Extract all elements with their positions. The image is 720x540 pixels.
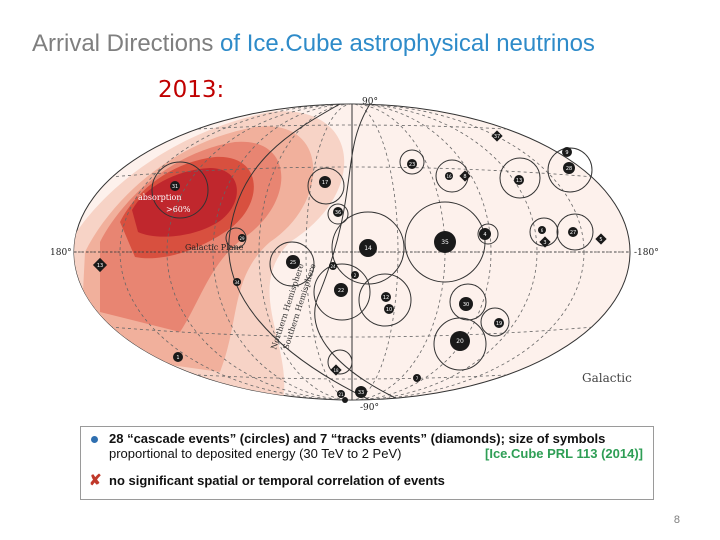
event-22: 22 <box>334 283 348 297</box>
svg-text:28: 28 <box>566 166 572 172</box>
lat-bottom-label: -90° <box>360 403 379 412</box>
lon-right-label: -180° <box>634 248 659 258</box>
svg-text:9: 9 <box>565 150 568 156</box>
event-19: 19 <box>494 318 504 328</box>
lat-top-label: 90° <box>362 97 378 107</box>
svg-text:17: 17 <box>322 180 328 186</box>
event-20: 20 <box>450 331 470 351</box>
sky-map: 9 28 37 23 16 8 13 17 31 36 29 14 35 4 6… <box>50 97 659 412</box>
event-21: 21 <box>337 390 345 398</box>
hemisphere-curve <box>228 104 401 400</box>
svg-text:4: 4 <box>483 232 486 238</box>
error-circles <box>151 147 594 375</box>
event-6: 6 <box>538 226 546 234</box>
event-17: 17 <box>319 176 331 188</box>
event-35: 35 <box>434 231 456 253</box>
event-7: 7 <box>413 374 421 382</box>
title-part-2: of Ice.Cube astrophysical neutrinos <box>220 30 595 57</box>
event-15 <box>342 397 348 403</box>
event-31: 31 <box>170 181 180 191</box>
cross-icon: ✘ <box>89 472 102 489</box>
event-36: 36 <box>333 207 343 217</box>
reference-citation: [Ice.Cube PRL 113 (2014)] <box>485 446 643 461</box>
event-34: 34 <box>233 278 241 286</box>
svg-text:37: 37 <box>494 134 500 140</box>
svg-text:24: 24 <box>330 264 336 269</box>
event-25: 25 <box>286 255 300 269</box>
svg-text:20: 20 <box>456 338 464 345</box>
svg-text:27: 27 <box>570 230 576 236</box>
svg-text:22: 22 <box>338 288 344 294</box>
event-24: 24 <box>329 262 337 270</box>
svg-text:30: 30 <box>463 302 469 308</box>
event-30: 30 <box>459 297 473 311</box>
svg-text:3: 3 <box>543 240 546 246</box>
legend-line-2: proportional to deposited energy (30 TeV… <box>109 446 402 461</box>
event-12: 12 <box>381 292 391 302</box>
event-9: 9 <box>562 147 572 157</box>
svg-text:16: 16 <box>446 174 452 179</box>
bullet-icon <box>91 436 98 443</box>
svg-text:10: 10 <box>386 307 392 313</box>
legend-box: 28 “cascade events” (circles) and 7 “tra… <box>80 426 654 500</box>
svg-text:2: 2 <box>354 273 357 278</box>
event-4: 4 <box>479 228 491 240</box>
svg-text:6: 6 <box>541 228 544 233</box>
svg-text:25: 25 <box>290 260 296 266</box>
lon-left-label: 180° <box>50 248 72 258</box>
event-37: 37 <box>491 130 503 142</box>
svg-text:33: 33 <box>358 390 364 396</box>
legend-line-1: 28 “cascade events” (circles) and 7 “tra… <box>109 431 606 446</box>
legend-line-3: no significant spatial or temporal corre… <box>109 473 445 488</box>
event-10: 10 <box>384 304 394 314</box>
page-number: 8 <box>673 514 680 526</box>
event-11: 13 <box>514 175 524 185</box>
absorption-region <box>74 111 345 400</box>
svg-text:18: 18 <box>333 368 339 373</box>
svg-text:34: 34 <box>234 280 240 285</box>
svg-text:8: 8 <box>463 174 466 180</box>
svg-text:31: 31 <box>172 184 178 190</box>
svg-text:5: 5 <box>599 237 602 243</box>
event-14: 14 <box>359 239 377 257</box>
event-1: 1 <box>173 352 183 362</box>
year-label: 2013: <box>158 77 225 103</box>
svg-text:21: 21 <box>338 392 344 397</box>
svg-text:13: 13 <box>97 263 103 269</box>
svg-text:7: 7 <box>416 376 419 381</box>
event-29: 29 <box>238 234 246 242</box>
event-16: 16 <box>445 172 453 180</box>
title-part-1: Arrival Directions <box>32 30 214 57</box>
absorption-label: absorption <box>138 193 182 202</box>
galactic-label: Galactic <box>582 371 632 385</box>
svg-text:19: 19 <box>496 321 502 327</box>
event-13: 13 <box>92 257 108 273</box>
svg-text:14: 14 <box>364 245 372 252</box>
slide-title: Arrival Directions of Ice.Cube astrophys… <box>32 30 595 58</box>
event-2: 2 <box>351 271 359 279</box>
svg-text:36: 36 <box>335 210 341 216</box>
event-33: 33 <box>355 386 367 398</box>
event-26: 28 <box>563 162 575 174</box>
svg-text:23: 23 <box>409 162 415 168</box>
event-27: 27 <box>568 227 578 237</box>
absorption-percent-label: >60% <box>166 205 191 214</box>
event-23: 23 <box>407 159 417 169</box>
svg-text:29: 29 <box>239 236 245 241</box>
svg-text:12: 12 <box>383 295 389 301</box>
svg-text:1: 1 <box>176 355 179 361</box>
svg-text:35: 35 <box>441 239 449 246</box>
svg-text:13: 13 <box>516 178 522 184</box>
galactic-plane-label: Galactic Plane <box>185 243 244 252</box>
